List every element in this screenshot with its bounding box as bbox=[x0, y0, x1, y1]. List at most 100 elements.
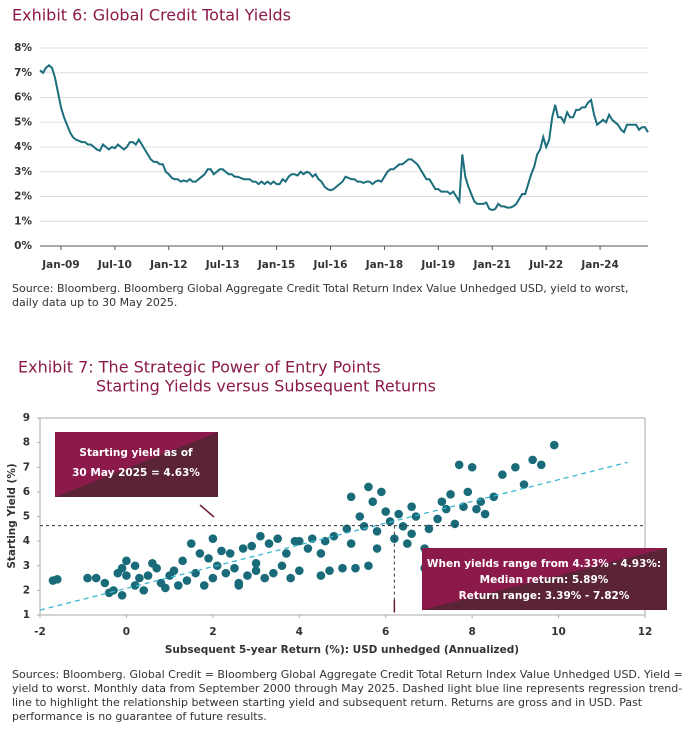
point bbox=[372, 544, 382, 553]
point bbox=[130, 581, 140, 590]
point bbox=[221, 568, 231, 578]
annotation-text: When yields range from 4.33% - 4.93%: bbox=[427, 558, 661, 570]
y-tick-label: 7% bbox=[14, 67, 32, 79]
y-tick-label: 3 bbox=[23, 560, 30, 572]
point bbox=[454, 460, 464, 470]
y-tick-label: 3% bbox=[14, 166, 32, 178]
point bbox=[204, 554, 213, 563]
point bbox=[130, 561, 140, 571]
x-tick-label: 12 bbox=[638, 626, 653, 638]
y-tick-label: 8% bbox=[14, 42, 32, 54]
x-tick-label: 8 bbox=[468, 626, 475, 638]
source-note: Sources: Bloomberg. Global Credit = Bloo… bbox=[12, 668, 683, 723]
point bbox=[256, 531, 265, 541]
point bbox=[489, 492, 499, 502]
point bbox=[364, 482, 373, 492]
point bbox=[338, 563, 347, 573]
y-tick-label: 5 bbox=[23, 511, 30, 523]
point bbox=[277, 561, 287, 571]
point bbox=[528, 455, 537, 465]
y-tick-label: 6% bbox=[14, 92, 32, 104]
point bbox=[467, 462, 477, 472]
y-tick-label: 1% bbox=[14, 215, 32, 227]
point bbox=[260, 573, 270, 583]
point bbox=[169, 566, 179, 575]
x-tick-label: Jan-09 bbox=[41, 259, 79, 271]
x-tick-label: Jan-18 bbox=[365, 259, 403, 271]
point bbox=[519, 480, 529, 489]
point bbox=[316, 571, 326, 580]
point bbox=[359, 522, 369, 531]
y-tick-label: 7 bbox=[23, 461, 30, 473]
annotation-text: Return range: 3.39% - 7.82% bbox=[459, 590, 630, 602]
point bbox=[329, 531, 339, 541]
x-tick-label: 0 bbox=[123, 626, 130, 638]
point bbox=[247, 541, 257, 551]
point bbox=[294, 566, 304, 575]
point bbox=[294, 536, 304, 546]
point bbox=[424, 524, 434, 534]
point bbox=[325, 566, 334, 575]
point bbox=[398, 522, 408, 531]
point bbox=[364, 561, 373, 571]
point bbox=[173, 581, 183, 590]
point bbox=[251, 566, 261, 575]
point bbox=[536, 460, 546, 470]
point bbox=[199, 581, 209, 590]
x-tick-label: Jan-15 bbox=[257, 259, 295, 271]
y-axis-title: Starting Yield (%) bbox=[6, 463, 18, 568]
y-tick-label: 8 bbox=[23, 437, 30, 449]
point bbox=[407, 502, 416, 511]
point bbox=[377, 487, 386, 497]
chart-subtitle: Starting Yields versus Subsequent Return… bbox=[96, 377, 436, 396]
point bbox=[238, 544, 248, 553]
x-tick-label: Jan-12 bbox=[149, 259, 187, 271]
point bbox=[273, 534, 282, 543]
point bbox=[346, 492, 356, 502]
point bbox=[342, 524, 352, 534]
x-tick-label: 4 bbox=[296, 626, 303, 638]
point bbox=[549, 440, 559, 450]
point bbox=[480, 509, 490, 519]
point bbox=[117, 591, 127, 600]
x-tick-label: Jan-24 bbox=[580, 259, 618, 271]
point bbox=[372, 526, 382, 536]
y-tick-label: 5% bbox=[14, 116, 32, 128]
point bbox=[243, 571, 252, 580]
point bbox=[143, 571, 153, 580]
point bbox=[450, 519, 460, 529]
point bbox=[178, 556, 187, 566]
annotation-box bbox=[422, 548, 667, 610]
point bbox=[511, 462, 520, 472]
point bbox=[195, 549, 205, 558]
x-tick-label: Jul-13 bbox=[205, 259, 240, 271]
x-tick-label: 2 bbox=[209, 626, 216, 638]
y-tick-label: 1 bbox=[23, 609, 30, 621]
annotation-text: Starting yield as of bbox=[79, 447, 193, 459]
point bbox=[351, 563, 360, 573]
point bbox=[83, 573, 92, 583]
point bbox=[186, 539, 196, 548]
point bbox=[122, 571, 131, 580]
point bbox=[264, 539, 274, 548]
point bbox=[208, 573, 218, 583]
point bbox=[407, 529, 416, 539]
x-tick-label: Jul-16 bbox=[313, 259, 348, 271]
point bbox=[182, 576, 192, 585]
point bbox=[346, 539, 356, 548]
annotation-box bbox=[55, 432, 218, 497]
y-tick-label: 4 bbox=[23, 535, 30, 547]
point bbox=[433, 514, 442, 524]
point bbox=[463, 487, 473, 497]
point bbox=[117, 563, 127, 573]
x-tick-label: -2 bbox=[34, 626, 46, 638]
point bbox=[225, 549, 235, 558]
point bbox=[446, 490, 455, 499]
point bbox=[355, 512, 365, 521]
point bbox=[217, 546, 226, 556]
point bbox=[394, 509, 403, 519]
y-tick-label: 9 bbox=[23, 412, 30, 424]
point bbox=[441, 504, 451, 514]
